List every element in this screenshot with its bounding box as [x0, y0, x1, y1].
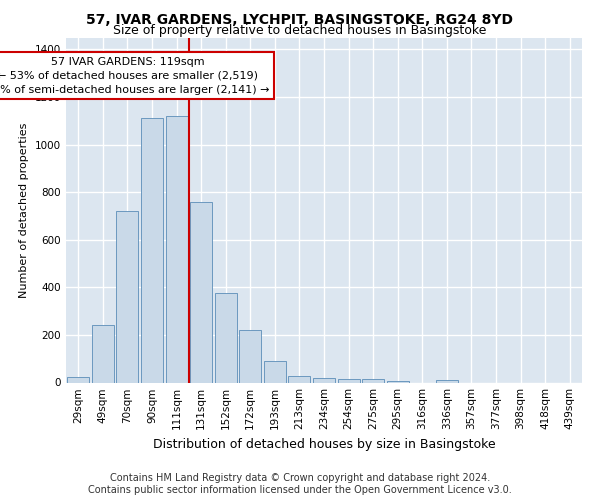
Text: 57 IVAR GARDENS: 119sqm
← 53% of detached houses are smaller (2,519)
45% of semi: 57 IVAR GARDENS: 119sqm ← 53% of detache…	[0, 56, 269, 94]
Bar	[386, 380, 409, 382]
Bar	[190, 202, 212, 382]
Text: Size of property relative to detached houses in Basingstoke: Size of property relative to detached ho…	[113, 24, 487, 37]
Text: 57, IVAR GARDENS, LYCHPIT, BASINGSTOKE, RG24 8YD: 57, IVAR GARDENS, LYCHPIT, BASINGSTOKE, …	[86, 12, 514, 26]
Bar	[67, 376, 89, 382]
Bar	[313, 378, 335, 382]
Bar	[92, 326, 114, 382]
Bar	[239, 330, 262, 382]
Bar	[338, 378, 359, 382]
Bar	[116, 211, 139, 382]
X-axis label: Distribution of detached houses by size in Basingstoke: Distribution of detached houses by size …	[152, 438, 496, 451]
Text: Contains HM Land Registry data © Crown copyright and database right 2024.
Contai: Contains HM Land Registry data © Crown c…	[88, 474, 512, 495]
Bar	[215, 294, 237, 382]
Bar	[289, 376, 310, 382]
Bar	[166, 116, 188, 382]
Bar	[264, 361, 286, 382]
Y-axis label: Number of detached properties: Number of detached properties	[19, 122, 29, 298]
Bar	[141, 118, 163, 382]
Bar	[362, 379, 384, 382]
Bar	[436, 380, 458, 382]
